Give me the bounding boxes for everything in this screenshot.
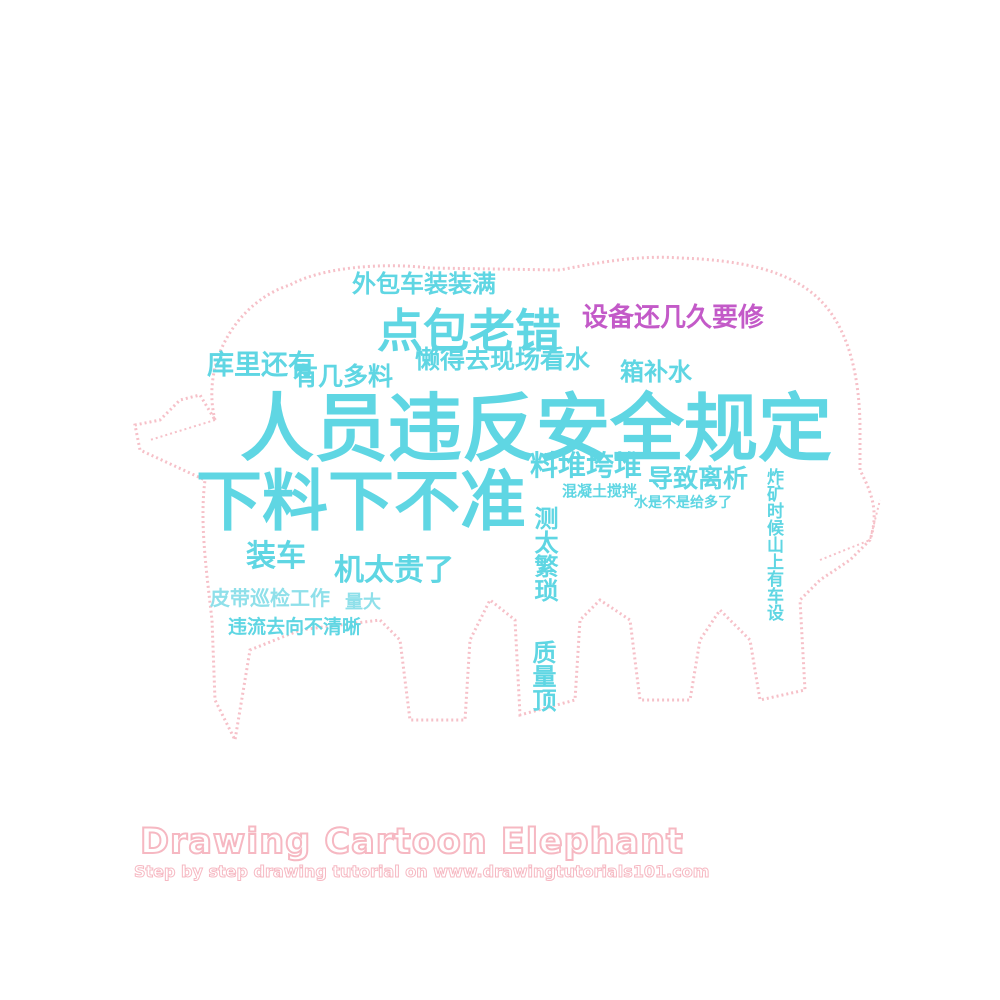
word-1: 外包车装装满 — [352, 269, 496, 298]
word-19: 质量顶 — [528, 640, 557, 712]
word-11: 导致离析 — [648, 464, 749, 493]
watermark-subtitle: Step by step drawing tutorial on www.dra… — [133, 862, 710, 882]
watermark-title: Drawing Cartoon Elephant — [139, 821, 684, 863]
word-4: 库里还有 — [207, 350, 315, 381]
word-15: 机太贵了 — [334, 553, 454, 588]
word-9: 下料下不准 — [196, 462, 526, 540]
word-6: 懒得去现场看水 — [415, 345, 591, 374]
word-13: 水是不是给多了 — [634, 495, 732, 511]
word-16: 皮带巡检工作 — [210, 586, 330, 610]
word-8: 人员违反安全规定 — [240, 386, 832, 472]
word-18: 违流去向不清晰 — [228, 616, 362, 638]
word-17: 量大 — [345, 592, 381, 613]
word-5: 有几多料 — [293, 362, 394, 391]
word-3: 点包老错 — [377, 304, 561, 358]
word-10: 料堆垮堆 — [530, 449, 643, 482]
word-14: 装车 — [246, 539, 306, 574]
word-20: 测太繁琐 — [530, 506, 559, 602]
word-7: 箱补水 — [620, 357, 692, 386]
word-12: 混凝土搅拌 — [562, 482, 638, 500]
word-2: 设备还几久要修 — [582, 303, 765, 333]
word-21: 炸矿时候山上有车设 — [763, 468, 783, 621]
